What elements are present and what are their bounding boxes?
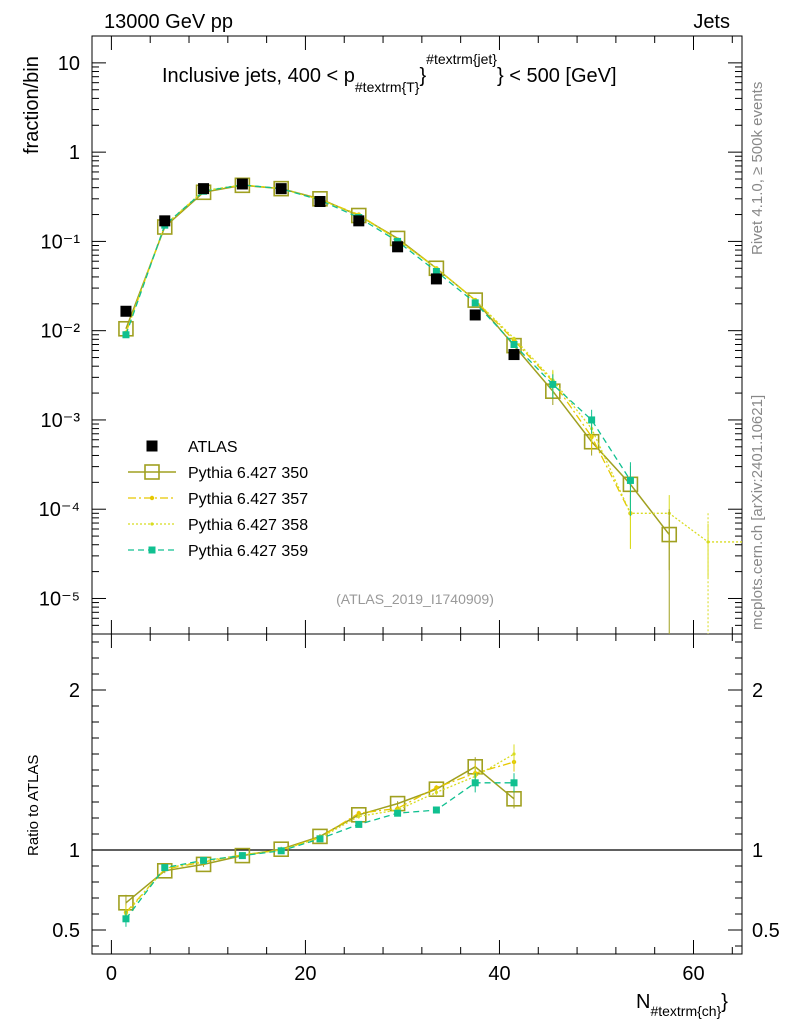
header-right: Jets [693,11,730,33]
ratio-point-pythia-6-427-359 [200,856,208,864]
series-point-pythia-6-427-350 [273,180,289,197]
x-tick-label: 60 [682,963,704,985]
data-point-atlas [353,215,365,227]
x-axis-label-subscript: #textrm{ch} [650,1003,721,1019]
series-point-pythia-6-427-359 [471,299,479,307]
x-tick-label: 20 [294,963,316,985]
series-point-pythia-6-427-359 [122,331,130,339]
y-tick-label: 10⁻¹ [41,231,81,253]
legend-marker-atlas [146,440,158,452]
data-point-atlas [430,273,442,285]
ratio-point-pythia-6-427-359 [355,820,363,828]
data-point-atlas [508,349,520,361]
ratio-point-pythia-6-427-359 [471,779,479,787]
y-axis-label: fraction/bin [21,56,43,154]
series-point-pythia-6-427-359 [588,416,596,424]
data-point-atlas [275,183,287,195]
ratio-y-tick-label-right: 1 [752,840,763,862]
chart-title-end: } < 500 [GeV] [497,65,617,87]
ratio-point-pythia-6-427-350 [273,841,289,858]
y-tick-label: 10⁻⁴ [39,499,80,521]
legend-label-pythia-6-427-359: Pythia 6.427 359 [188,543,308,560]
data-point-atlas [236,178,248,190]
ratio-line-pythia-6-427-359 [125,782,515,920]
series-point-pythia-6-427-350 [467,292,484,308]
legend-marker-pythia-6-427-358 [150,522,154,526]
y-tick-label: 10⁻⁵ [39,588,80,610]
ratio-point-pythia-6-427-359 [122,915,130,923]
series-point-pythia-6-427-359 [626,476,634,484]
ratio-y-tick-label: 2 [69,680,80,702]
header-left: 13000 GeV pp [104,11,233,33]
ratio-point-pythia-6-427-357 [356,811,361,816]
y-tick-label: 10⁻² [41,321,81,343]
ratio-y-tick-label: 0.5 [52,920,80,942]
analysis-label: (ATLAS_2019_I1740909) [336,591,494,607]
ratio-point-pythia-6-427-359 [161,864,169,872]
x-axis-label-end: } [721,991,728,1013]
data-point-atlas [469,309,481,321]
legend-marker-pythia-6-427-350 [144,464,160,480]
x-axis-label-main: N [636,991,650,1013]
legend-label-pythia-6-427-358: Pythia 6.427 358 [188,517,308,534]
data-point-atlas [120,305,132,317]
ratio-point-pythia-6-427-359 [277,847,285,855]
ratio-y-tick-label-right: 0.5 [752,920,780,942]
data-point-atlas [159,215,171,227]
x-tick-label: 0 [106,963,117,985]
ratio-point-pythia-6-427-359 [510,779,518,787]
series-line-pythia-6-427-359 [125,184,631,481]
y-tick-label: 10 [58,53,80,75]
ratio-point-pythia-6-427-359 [316,835,324,843]
ratio-line-pythia-6-427-357 [125,761,515,913]
series-point-pythia-6-427-358 [512,336,516,340]
ratio-point-pythia-6-427-359 [238,852,246,860]
chart-title-superscript: #textrm{jet} [426,51,497,67]
ratio-point-pythia-6-427-359 [432,806,440,814]
rivet-version-label: Rivet 4.1.0, ≥ 500k events [749,82,766,255]
legend-marker-pythia-6-427-357 [149,495,155,501]
legend-label-pythia-6-427-350: Pythia 6.427 350 [188,465,308,482]
y-tick-label: 1 [69,142,80,164]
series-point-pythia-6-427-359 [549,380,557,388]
series-point-pythia-6-427-359 [510,341,518,349]
data-point-atlas [314,195,326,207]
ratio-point-pythia-6-427-357 [434,785,439,790]
chart-title: Inclusive jets, 400 < p#textrm{T}}#textr… [162,51,617,95]
chart-title-main: Inclusive jets, 400 < p [162,65,355,87]
legend-label-pythia-6-427-357: Pythia 6.427 357 [188,491,308,508]
ratio-y-axis-label: Ratio to ATLAS [25,755,42,856]
x-tick-label: 40 [488,963,510,985]
ratio-point-pythia-6-427-359 [394,809,402,817]
ratio-point-pythia-6-427-358 [357,814,361,819]
ratio-plot-frame [91,633,743,955]
mcplots-label: mcplots.cern.ch [arXiv:2401.10621] [749,395,766,630]
series-line-pythia-6-427-358 [125,184,709,543]
legend-label-atlas: ATLAS [188,439,238,456]
ratio-y-tick-label-right: 2 [752,680,763,702]
legend-marker-pythia-6-427-359 [148,546,156,554]
ratio-point-pythia-6-427-358 [434,790,439,795]
ratio-point-pythia-6-427-350 [156,862,173,879]
ratio-point-pythia-6-427-350 [312,828,328,845]
x-axis-label: N#textrm{ch}} [636,991,728,1019]
data-point-atlas [392,241,404,253]
ratio-point-pythia-6-427-358 [512,752,516,756]
y-tick-label: 10⁻³ [41,410,81,432]
data-point-atlas [198,183,210,195]
ratio-y-tick-label: 1 [69,840,80,862]
series-point-pythia-6-427-359 [432,268,440,276]
chart-title-subscript: #textrm{T} [355,79,420,95]
